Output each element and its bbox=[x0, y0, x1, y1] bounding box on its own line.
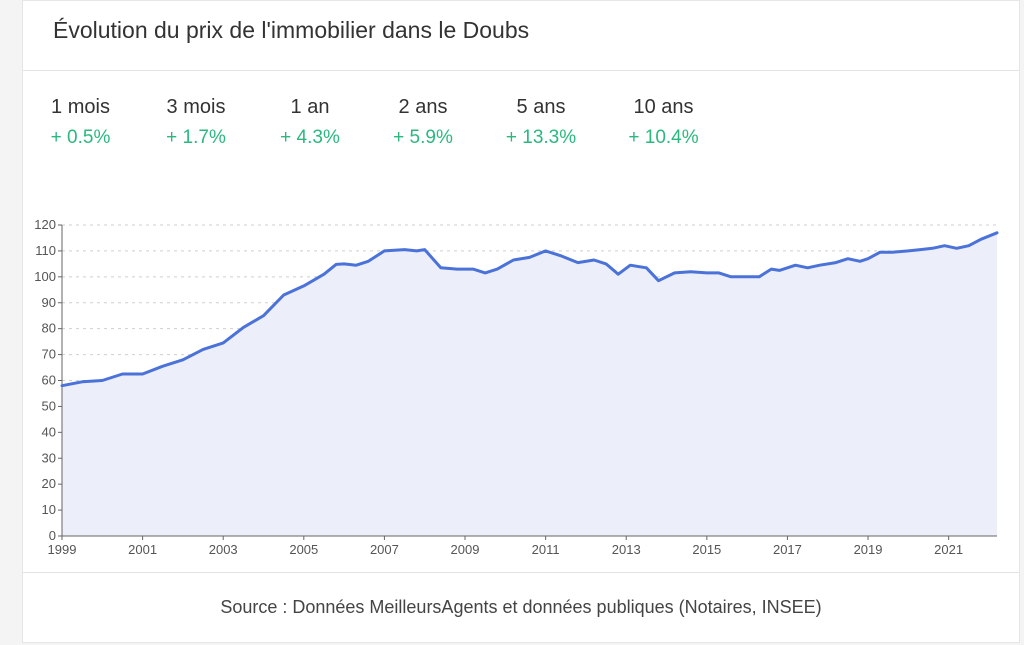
stat-label: 1 mois bbox=[51, 96, 110, 118]
y-tick-label: 100 bbox=[34, 269, 56, 284]
x-tick-label: 2011 bbox=[532, 542, 560, 555]
y-tick-label: 20 bbox=[42, 476, 56, 491]
stat-value: + 1.7% bbox=[166, 127, 226, 148]
stat-label: 3 mois bbox=[166, 96, 226, 118]
x-tick-label: 1999 bbox=[48, 542, 77, 555]
y-tick-label: 80 bbox=[42, 321, 56, 336]
stat-value: + 4.3% bbox=[280, 127, 340, 148]
series-line bbox=[60, 231, 999, 388]
chart-area: 0 10 20 30 40 50 60 70 80 90 100 110 120 1999 2001 2003… bbox=[0, 210, 1000, 557]
stat-1-year: 1 an + 4.3% bbox=[270, 96, 350, 149]
stat-label: 10 ans bbox=[633, 96, 694, 118]
x-tick-label: 2009 bbox=[451, 542, 480, 555]
axes: 0 10 20 30 40 50 60 70 80 90 100 110 120 1999 2001 2003… bbox=[34, 217, 997, 557]
stat-2-years: 2 ans + 5.9% bbox=[383, 96, 463, 149]
y-tick-label: 110 bbox=[35, 243, 56, 258]
stat-1-month: 1 mois + 0.5% bbox=[48, 96, 113, 149]
card-footer: Source : Données MeilleursAgents et donn… bbox=[23, 572, 1019, 643]
stat-value: + 13.3% bbox=[505, 127, 577, 148]
y-tick-label: 30 bbox=[42, 450, 56, 465]
x-tick-label: 2021 bbox=[934, 542, 963, 555]
price-chart: 0 10 20 30 40 50 60 70 80 90 100 110 120 1999 2001 2003… bbox=[34, 217, 999, 557]
y-tick-label: 10 bbox=[42, 502, 56, 517]
stat-5-years: 5 ans + 13.3% bbox=[496, 96, 586, 149]
y-tick-label: 40 bbox=[42, 424, 56, 439]
x-tick-label: 2001 bbox=[128, 542, 157, 555]
y-tick-label: 70 bbox=[42, 347, 56, 362]
area-fill bbox=[62, 232, 997, 537]
stat-value: + 5.9% bbox=[393, 127, 453, 148]
x-tick-label: 2019 bbox=[854, 542, 883, 555]
y-tick-label: 50 bbox=[42, 398, 56, 413]
x-tick-label: 2005 bbox=[289, 542, 318, 555]
stat-label: 5 ans bbox=[516, 96, 566, 118]
x-tick-label: 2017 bbox=[773, 542, 802, 555]
stats-row: 1 mois + 0.5% 3 mois + 1.7% 1 an + 4.3% … bbox=[23, 96, 1019, 166]
area-fill-layer bbox=[62, 232, 997, 537]
x-tick-label: 2015 bbox=[692, 542, 721, 555]
y-tick-label: 90 bbox=[42, 295, 56, 310]
stat-10-years: 10 ans + 10.4% bbox=[616, 96, 711, 149]
chart-title: Évolution du prix de l'immobilier dans l… bbox=[53, 17, 530, 43]
stat-label: 1 an bbox=[290, 96, 330, 118]
y-tick-label: 120 bbox=[34, 217, 56, 232]
series-line-layer bbox=[60, 231, 999, 388]
source-note: Source : Données MeilleursAgents et donn… bbox=[220, 597, 822, 617]
stat-3-months: 3 mois + 1.7% bbox=[156, 96, 236, 149]
x-tick-label: 2013 bbox=[612, 542, 641, 555]
stat-value: + 0.5% bbox=[50, 127, 111, 148]
y-tick-label: 60 bbox=[42, 373, 56, 388]
stat-label: 2 ans bbox=[398, 96, 448, 118]
x-tick-label: 2003 bbox=[209, 542, 238, 555]
stat-value: + 10.4% bbox=[628, 127, 699, 148]
y-tick-label: 0 bbox=[49, 528, 56, 543]
x-tick-label: 2007 bbox=[370, 542, 399, 555]
card-header: Évolution du prix de l'immobilier dans l… bbox=[23, 1, 1019, 71]
